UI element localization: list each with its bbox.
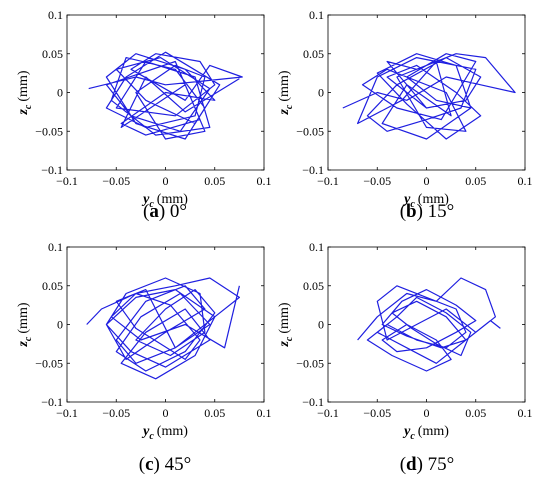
y-tick-label: −0.1 [41, 395, 63, 409]
x-tick-label: 0 [163, 406, 169, 420]
x-tick-label: −0.1 [317, 406, 339, 420]
x-tick-label: −0.1 [56, 174, 78, 188]
x-axis-label: yc (mm) [402, 424, 449, 442]
x-tick-label: 0 [424, 406, 430, 420]
x-tick-label: 0.1 [518, 174, 533, 188]
y-tick-label: −0.05 [35, 124, 63, 138]
y-tick-label: 0.05 [303, 47, 324, 61]
y-tick-label: −0.1 [302, 163, 324, 177]
y-tick-label: −0.05 [296, 124, 324, 138]
x-tick-label: −0.05 [102, 174, 130, 188]
y-tick-label: −0.05 [296, 356, 324, 370]
panel-a: −0.1 −0.05 0 0.05 0.1 −0.1 −0.05 0 0.05 0.1 yc (mm)… [16, 8, 272, 222]
y-axis-label: zc(mm) [16, 302, 34, 347]
panel-caption: (b) 15° [400, 201, 455, 222]
y-tick-label: 0.05 [42, 279, 63, 293]
x-tick-label: 0.1 [257, 174, 272, 188]
x-axis-label: yc (mm) [141, 424, 188, 442]
x-axis-label: yc (mm) [402, 192, 449, 210]
plot-frame [66, 246, 265, 403]
x-tick-label: 0.05 [204, 174, 225, 188]
trajectory-line [342, 53, 516, 140]
panel-b: −0.1 −0.05 0 0.05 0.1 −0.1 −0.05 0 0.05 0.1 yc (mm)… [277, 8, 533, 222]
x-tick-label: −0.1 [56, 406, 78, 420]
y-tick-label: −0.1 [302, 395, 324, 409]
y-tick-label: 0.1 [48, 8, 63, 22]
y-axis-label: zc(mm) [16, 70, 34, 115]
y-tick-label: 0.05 [42, 47, 63, 61]
x-tick-label: 0.1 [518, 406, 533, 420]
panel-caption: (c) 45° [139, 454, 191, 475]
y-tick-label: 0.1 [48, 240, 63, 254]
y-axis-label: zc(mm) [277, 70, 295, 115]
x-tick-label: 0.1 [257, 406, 272, 420]
plot-frame [327, 246, 526, 403]
x-tick-label: 0 [424, 174, 430, 188]
y-tick-label: 0.1 [309, 240, 324, 254]
x-tick-label: −0.1 [317, 174, 339, 188]
y-tick-label: 0.05 [303, 279, 324, 293]
x-tick-label: 0.05 [465, 406, 486, 420]
x-tick-label: 0 [163, 174, 169, 188]
trajectory-line [357, 277, 501, 372]
x-tick-label: 0.05 [465, 174, 486, 188]
y-axis-label: zc(mm) [277, 302, 295, 347]
trajectory-line [88, 51, 243, 140]
x-tick-label: −0.05 [102, 406, 130, 420]
panel-c: −0.1 −0.05 0 0.05 0.1 −0.1 −0.05 0 0.05 0.1 yc (mm)… [16, 240, 272, 475]
y-tick-label: 0 [57, 86, 63, 100]
y-tick-label: 0.1 [309, 8, 324, 22]
trajectory-line [86, 277, 240, 380]
y-tick-label: 0 [318, 318, 324, 332]
y-tick-label: −0.05 [35, 356, 63, 370]
x-tick-label: −0.05 [363, 174, 391, 188]
x-axis-label: yc (mm) [141, 192, 188, 210]
x-tick-label: 0.05 [204, 406, 225, 420]
panel-caption: (d) 75° [400, 454, 455, 475]
y-tick-label: 0 [318, 86, 324, 100]
y-tick-label: −0.1 [41, 163, 63, 177]
x-tick-label: −0.05 [363, 406, 391, 420]
panel-caption: (a) 0° [143, 201, 187, 222]
panel-d: −0.1 −0.05 0 0.05 0.1 −0.1 −0.05 0 0.05 0.1 yc (mm)… [277, 240, 533, 475]
y-tick-label: 0 [57, 318, 63, 332]
